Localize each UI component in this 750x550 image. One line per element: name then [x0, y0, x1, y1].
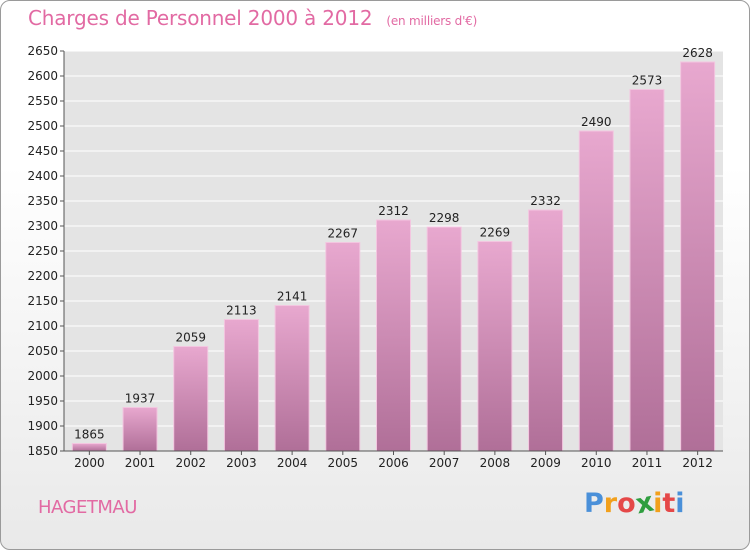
logo-letter: i [675, 488, 685, 519]
y-tick-label: 2200 [27, 269, 58, 283]
value-label-2004: 2141 [277, 290, 308, 304]
bar-2000 [71, 443, 107, 452]
x-tick-label: 2007 [429, 456, 460, 470]
bar-2001 [122, 407, 158, 452]
x-tick-label: 2002 [175, 456, 206, 470]
bar-2005 [325, 242, 361, 452]
x-tick-label: 2003 [226, 456, 257, 470]
y-tick-label: 2350 [27, 194, 58, 208]
bar-2007 [426, 226, 462, 452]
y-tick-label: 2100 [27, 319, 58, 333]
y-tick-label: 2150 [27, 294, 58, 308]
y-tick-label: 1950 [27, 394, 58, 408]
bar-2011 [629, 89, 665, 452]
y-tick-label: 2500 [27, 119, 58, 133]
bar-2002 [173, 346, 209, 452]
y-tick-label: 2650 [27, 44, 58, 58]
value-label-2012: 2628 [682, 46, 713, 60]
bar-2004 [274, 305, 310, 452]
y-tick-label: 1900 [27, 419, 58, 433]
chart-title-text: Charges de Personnel 2000 à 2012 [28, 6, 373, 30]
x-tick-label: 2011 [632, 456, 663, 470]
bar-2010 [578, 130, 614, 452]
x-tick-label: 2009 [530, 456, 561, 470]
x-tick-label: 2008 [480, 456, 511, 470]
x-tick-label: 2005 [328, 456, 359, 470]
value-label-2007: 2298 [429, 211, 460, 225]
chart-subtitle: (en milliers d'€) [386, 14, 478, 28]
x-tick-label: 2010 [581, 456, 612, 470]
logo-letter: i [653, 488, 663, 519]
bar-2003 [223, 319, 259, 452]
y-tick-label: 2450 [27, 144, 58, 158]
x-tick-label: 2001 [125, 456, 156, 470]
y-tick-label: 2400 [27, 169, 58, 183]
logo-letter: o [617, 488, 636, 519]
logo-letter: t [662, 488, 676, 519]
y-tick-label: 2000 [27, 369, 58, 383]
logo-letter: P [584, 488, 604, 519]
logo-letter: r [603, 488, 618, 519]
value-label-2005: 2267 [328, 227, 359, 241]
y-tick-label: 1850 [27, 444, 58, 458]
bar-2008 [477, 241, 513, 452]
y-tick-label: 2600 [27, 69, 58, 83]
y-tick-label: 2550 [27, 94, 58, 108]
y-tick-label: 2300 [27, 219, 58, 233]
value-label-2000: 1865 [74, 428, 105, 442]
value-label-2009: 2332 [530, 194, 561, 208]
value-label-2008: 2269 [480, 226, 511, 240]
bar-2006 [376, 219, 411, 452]
value-label-2011: 2573 [632, 74, 663, 88]
x-tick-label: 2004 [277, 456, 308, 470]
value-label-2006: 2312 [378, 204, 409, 218]
chart-title: Charges de Personnel 2000 à 2012 (en mill… [28, 6, 477, 30]
location-label: HAGETMAU [38, 497, 137, 518]
value-label-2001: 1937 [125, 392, 156, 406]
y-tick-label: 2050 [27, 344, 58, 358]
value-label-2002: 2059 [175, 331, 206, 345]
y-tick-label: 2250 [27, 244, 58, 258]
x-tick-label: 2012 [682, 456, 713, 470]
value-label-2003: 2113 [226, 304, 257, 318]
bar-2012 [680, 61, 716, 452]
x-tick-label: 2000 [74, 456, 105, 470]
x-tick-label: 2006 [378, 456, 409, 470]
bar-2009 [528, 209, 564, 452]
value-label-2010: 2490 [581, 115, 612, 129]
proxiti-logo: Proxiti [584, 487, 685, 521]
